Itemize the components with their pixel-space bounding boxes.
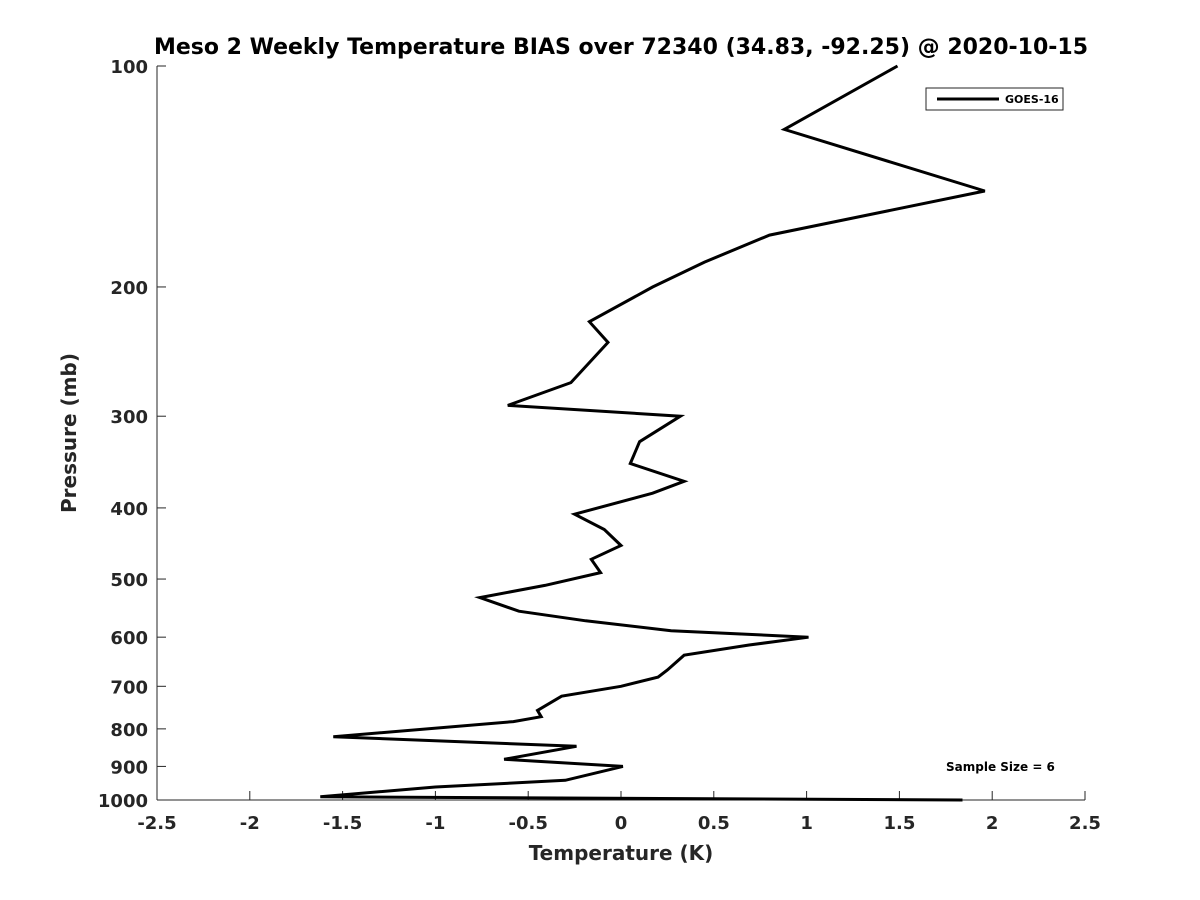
x-ticks: -2.5 -2 -1.5 -1 -0.5 0 0.5 1 1.5 2 2.5 — [137, 791, 1101, 834]
y-tick-label: 100 — [110, 57, 148, 78]
y-ticks: 100 200 300 400 500 600 700 800 900 1000 — [98, 57, 166, 812]
y-tick-label: 1000 — [98, 791, 148, 812]
x-tick-label: 0 — [615, 813, 628, 834]
x-tick-label: 1 — [800, 813, 813, 834]
legend: GOES-16 — [925, 87, 1064, 111]
y-axis-label: Pressure (mb) — [57, 353, 81, 513]
series-line-goes-16 — [320, 64, 986, 802]
x-tick-label: -2 — [240, 813, 260, 834]
x-tick-label: 2.5 — [1069, 813, 1101, 834]
x-tick-label: 0.5 — [698, 813, 730, 834]
y-tick-label: 800 — [110, 720, 148, 741]
x-tick-label: -1 — [425, 813, 445, 834]
sample-size-annotation: Sample Size = 6 — [946, 760, 1055, 774]
y-tick-label: 700 — [110, 677, 148, 698]
y-tick-label: 500 — [110, 570, 148, 591]
x-axis-label: Temperature (K) — [529, 841, 714, 865]
x-tick-label: -1.5 — [323, 813, 362, 834]
axes — [156, 66, 1085, 801]
chart-title: Meso 2 Weekly Temperature BIAS over 7234… — [154, 35, 1088, 60]
legend-label: GOES-16 — [1005, 93, 1059, 106]
y-tick-label: 200 — [110, 278, 148, 299]
y-tick-label: 900 — [110, 757, 148, 778]
x-tick-label: -0.5 — [509, 813, 548, 834]
y-tick-label: 600 — [110, 628, 148, 649]
x-tick-label: 2 — [986, 813, 999, 834]
x-tick-label: -2.5 — [137, 813, 176, 834]
y-tick-label: 400 — [110, 499, 148, 520]
x-tick-label: 1.5 — [883, 813, 915, 834]
series-group — [320, 64, 986, 802]
y-tick-label: 300 — [110, 407, 148, 428]
